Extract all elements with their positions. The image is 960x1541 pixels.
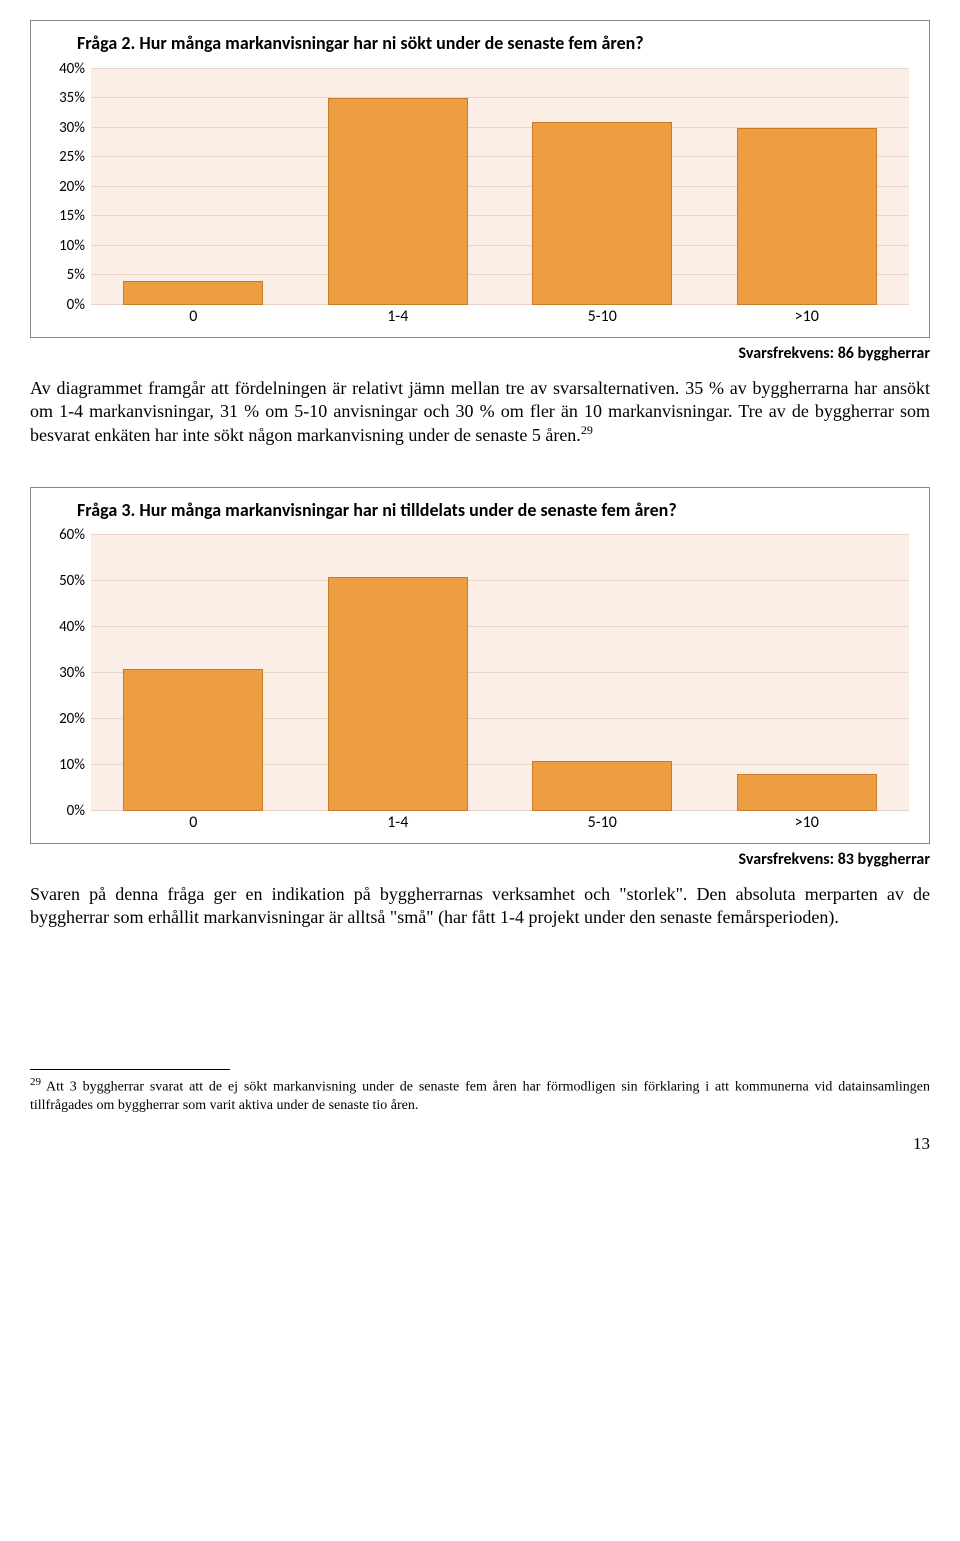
chart-2-title: Fråga 2. Hur många markanvisningar har n… [77,33,919,55]
paragraph-2-text: Av diagrammet framgår att fördelningen ä… [30,378,930,445]
chart-3-area: 0%10%20%30%40%50%60% 01-45-10>10 [91,535,909,835]
chart-3-xlabels: 01-45-10>10 [91,813,909,835]
footnote-29: 29 Att 3 byggherrar svarat att de ej sök… [30,1076,930,1114]
x-axis-label: 5-10 [500,307,705,326]
x-axis-label: 1-4 [296,813,501,832]
y-axis-label: 0% [43,802,85,820]
bar [737,128,877,305]
bar [328,98,468,305]
x-axis-label: 1-4 [296,307,501,326]
y-axis-label: 10% [43,237,85,255]
y-axis-label: 35% [43,89,85,107]
x-axis-label: >10 [705,307,910,326]
chart-3-inner: 0%10%20%30%40%50%60% [91,535,909,811]
y-axis-label: 40% [43,618,85,636]
bar [123,281,263,305]
bar [532,122,672,305]
bar [123,669,263,812]
bars-row [91,535,909,811]
bars-row [91,69,909,305]
x-axis-label: 0 [91,813,296,832]
y-axis-label: 60% [43,526,85,544]
x-axis-label: 0 [91,307,296,326]
x-axis-label: >10 [705,813,910,832]
y-axis-label: 20% [43,178,85,196]
y-axis-label: 50% [43,572,85,590]
paragraph-2: Av diagrammet framgår att fördelningen ä… [30,377,930,447]
x-axis-label: 5-10 [500,813,705,832]
y-axis-label: 20% [43,710,85,728]
chart-3-box: Fråga 3. Hur många markanvisningar har n… [30,487,930,845]
y-axis-label: 5% [43,266,85,284]
chart-3-title: Fråga 3. Hur många markanvisningar har n… [77,500,919,522]
footnote-num: 29 [30,1076,41,1088]
chart-2-area: 0%5%10%15%20%25%30%35%40% 01-45-10>10 [91,69,909,329]
footnote-text: Att 3 byggherrar svarat att de ej sökt m… [30,1080,930,1113]
y-axis-label: 15% [43,207,85,225]
bar [532,761,672,812]
footnote-ref-29: 29 [581,423,593,437]
y-axis-label: 30% [43,664,85,682]
chart-3-plot: 0%10%20%30%40%50%60% [91,535,909,811]
bar [328,577,468,812]
y-axis-label: 0% [43,296,85,314]
chart-3-caption: Svarsfrekvens: 83 byggherrar [30,850,930,869]
page-number: 13 [30,1134,930,1154]
y-axis-label: 30% [43,119,85,137]
bar [737,774,877,811]
footnote-divider [30,1069,230,1070]
chart-2-xlabels: 01-45-10>10 [91,307,909,329]
chart-2-caption: Svarsfrekvens: 86 byggherrar [30,344,930,363]
y-axis-label: 10% [43,756,85,774]
chart-2-inner: 0%5%10%15%20%25%30%35%40% [91,69,909,305]
chart-2-box: Fråga 2. Hur många markanvisningar har n… [30,20,930,338]
y-axis-label: 25% [43,148,85,166]
chart-2-plot: 0%5%10%15%20%25%30%35%40% [91,69,909,305]
y-axis-label: 40% [43,60,85,78]
paragraph-3: Svaren på denna fråga ger en indikation … [30,883,930,929]
